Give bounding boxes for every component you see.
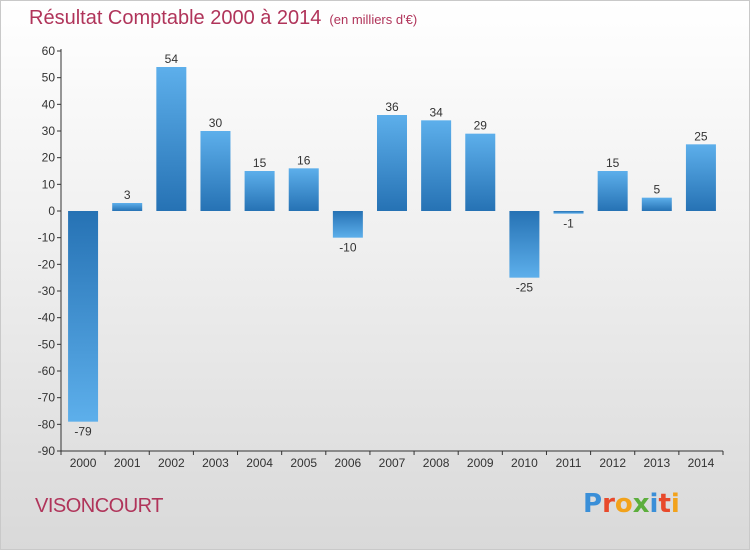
x-tick-label: 2008 (423, 456, 450, 470)
bar (685, 144, 716, 211)
x-tick-label: 2011 (556, 456, 582, 470)
x-tick-label: 2012 (599, 456, 626, 470)
data-label: 29 (474, 119, 488, 133)
chart-title-text: Résultat Comptable 2000 à 2014 (29, 7, 322, 29)
x-tick-label: 2007 (379, 456, 406, 470)
bar (465, 133, 496, 211)
data-label: -25 (516, 281, 534, 295)
bar (553, 211, 584, 214)
y-tick-label: 0 (48, 204, 55, 218)
data-label: 16 (297, 153, 311, 167)
bar (112, 203, 143, 211)
x-tick-label: 2004 (246, 456, 273, 470)
y-tick-label: 10 (42, 177, 56, 191)
x-tick-label: 2006 (335, 456, 362, 470)
x-tick-label: 2005 (290, 456, 317, 470)
y-tick-label: -10 (38, 231, 56, 245)
y-tick-label: 30 (42, 124, 56, 138)
y-tick-label: -20 (38, 257, 56, 271)
data-label: -10 (339, 241, 357, 255)
data-label: 30 (209, 116, 223, 130)
bar (332, 211, 363, 238)
y-tick-label: 50 (42, 71, 56, 85)
y-tick-label: 20 (42, 151, 56, 165)
data-label: 34 (429, 105, 443, 119)
bar (421, 120, 452, 211)
place-name: VISONCOURT (35, 495, 163, 517)
brand-logo: Proxiti (583, 489, 680, 519)
bar (377, 115, 407, 211)
x-tick-label: 2000 (70, 456, 97, 470)
bar (509, 211, 540, 278)
data-label: 3 (124, 188, 131, 202)
y-tick-label: -80 (38, 417, 56, 431)
x-tick-label: 2010 (511, 456, 538, 470)
x-tick-label: 2002 (158, 456, 185, 470)
bar (288, 168, 319, 211)
data-label: -79 (74, 425, 92, 439)
x-tick-label: 2003 (202, 456, 229, 470)
y-tick-label: 40 (42, 97, 56, 111)
bar (68, 211, 99, 422)
data-label: 25 (694, 129, 708, 143)
x-tick-label: 2013 (643, 456, 670, 470)
bar (156, 67, 187, 211)
x-tick-label: 2014 (688, 456, 715, 470)
data-label: 15 (606, 156, 620, 170)
y-tick-label: 60 (42, 44, 56, 58)
x-tick-label: 2009 (467, 456, 494, 470)
data-label: 36 (385, 100, 399, 114)
data-label: 54 (165, 52, 179, 66)
y-tick-label: -50 (38, 337, 56, 351)
y-tick-label: -70 (38, 391, 56, 405)
data-label: 15 (253, 156, 267, 170)
chart-title: Résultat Comptable 2000 à 2014 (en millie… (29, 7, 417, 30)
bar (200, 131, 231, 211)
y-tick-label: -40 (38, 311, 56, 325)
x-tick-label: 2001 (114, 456, 141, 470)
data-label: 5 (653, 183, 660, 197)
chart-subtitle: (en milliers d'€) (329, 12, 418, 27)
y-tick-label: -90 (38, 444, 56, 458)
bar (597, 171, 628, 211)
data-label: -1 (563, 217, 574, 231)
y-tick-label: -60 (38, 364, 56, 378)
bar (244, 171, 275, 211)
bar (641, 197, 672, 211)
y-tick-label: -30 (38, 284, 56, 298)
